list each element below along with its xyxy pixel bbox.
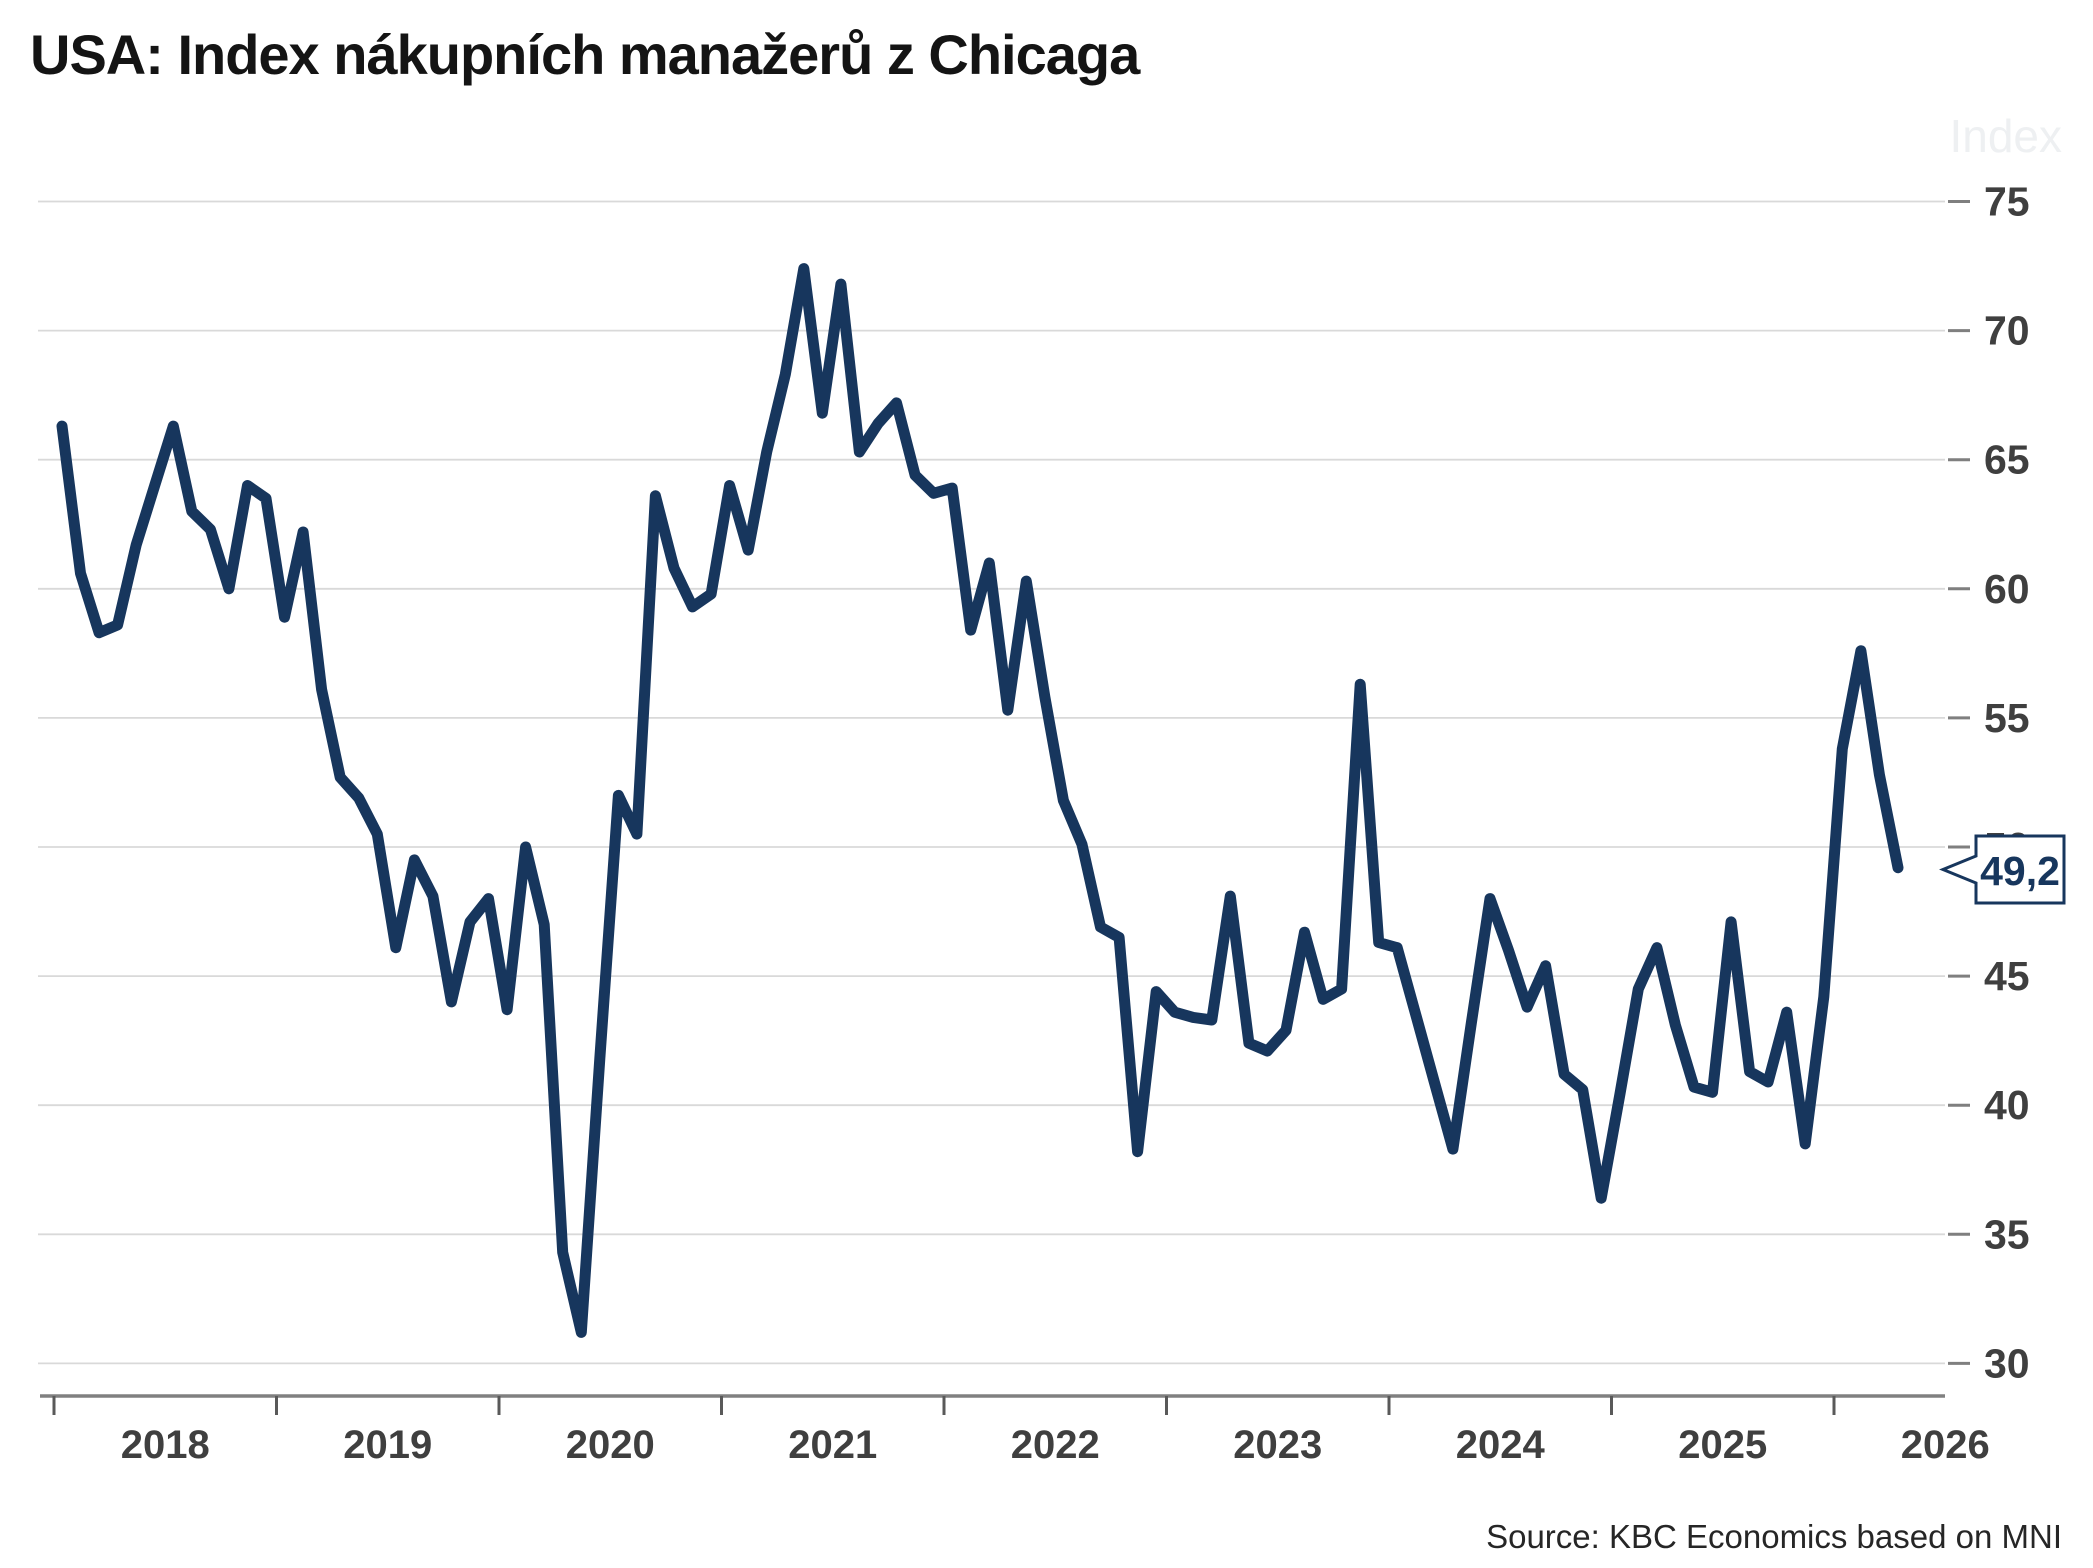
y-tick-label-70: 70 [1984, 308, 2030, 354]
x-tick-label-2022: 2022 [1011, 1423, 1100, 1467]
y-axis-labels: 75706560555045403530 [1948, 179, 2030, 1386]
source-attribution: Source: KBC Economics based on MNI [1486, 1518, 2062, 1555]
y-tick-label-65: 65 [1984, 437, 2030, 483]
x-tick-label-2023: 2023 [1233, 1423, 1322, 1467]
y-tick-label-75: 75 [1984, 179, 2030, 225]
y-tick-label-40: 40 [1984, 1082, 2030, 1128]
x-tick-label-2018: 2018 [121, 1423, 210, 1467]
last-value-callout: 49,2 [1939, 834, 2066, 905]
x-tick-label-2021: 2021 [788, 1423, 877, 1467]
x-tick-label-2020: 2020 [566, 1423, 655, 1467]
y-tick-label-55: 55 [1984, 695, 2030, 741]
pmi-series-line [56, 263, 1904, 1338]
x-tick-label-2019: 2019 [343, 1423, 432, 1467]
callout-value-label: 49,2 [1980, 848, 2060, 894]
y-tick-label-45: 45 [1984, 953, 2030, 999]
y-tick-label-35: 35 [1984, 1211, 2030, 1257]
x-axis: 2018 2019 2020 2021 2022 2023 2024 2025 2026 [40, 1394, 1990, 1467]
callout-bubble-shape [1939, 834, 2066, 905]
y-tick-label-30: 30 [1984, 1340, 2030, 1386]
x-tick-label-2026: 2026 [1901, 1423, 1990, 1467]
gridlines [38, 200, 1945, 1365]
y-tick-label-60: 60 [1984, 566, 2030, 612]
x-tick-label-2025: 2025 [1678, 1423, 1767, 1467]
page-title: USA: Index nákupních manažerů z Chicaga [30, 23, 1140, 86]
axis-watermark-label: Index [1949, 110, 2062, 162]
x-tick-label-2024: 2024 [1456, 1423, 1546, 1467]
